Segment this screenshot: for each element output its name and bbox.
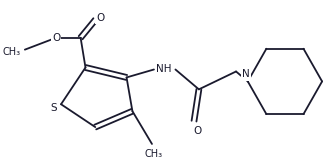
Text: N: N: [242, 69, 250, 80]
Text: CH₃: CH₃: [145, 149, 163, 159]
Text: NH: NH: [156, 64, 171, 75]
Text: S: S: [50, 103, 56, 113]
Text: CH₃: CH₃: [3, 47, 21, 57]
Text: O: O: [52, 33, 60, 43]
Text: O: O: [194, 126, 202, 136]
Text: O: O: [96, 13, 104, 23]
